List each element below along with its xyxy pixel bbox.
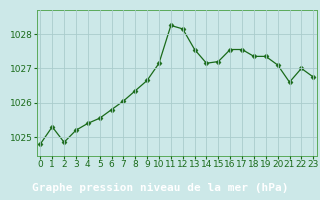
Text: Graphe pression niveau de la mer (hPa): Graphe pression niveau de la mer (hPa) — [32, 183, 288, 193]
